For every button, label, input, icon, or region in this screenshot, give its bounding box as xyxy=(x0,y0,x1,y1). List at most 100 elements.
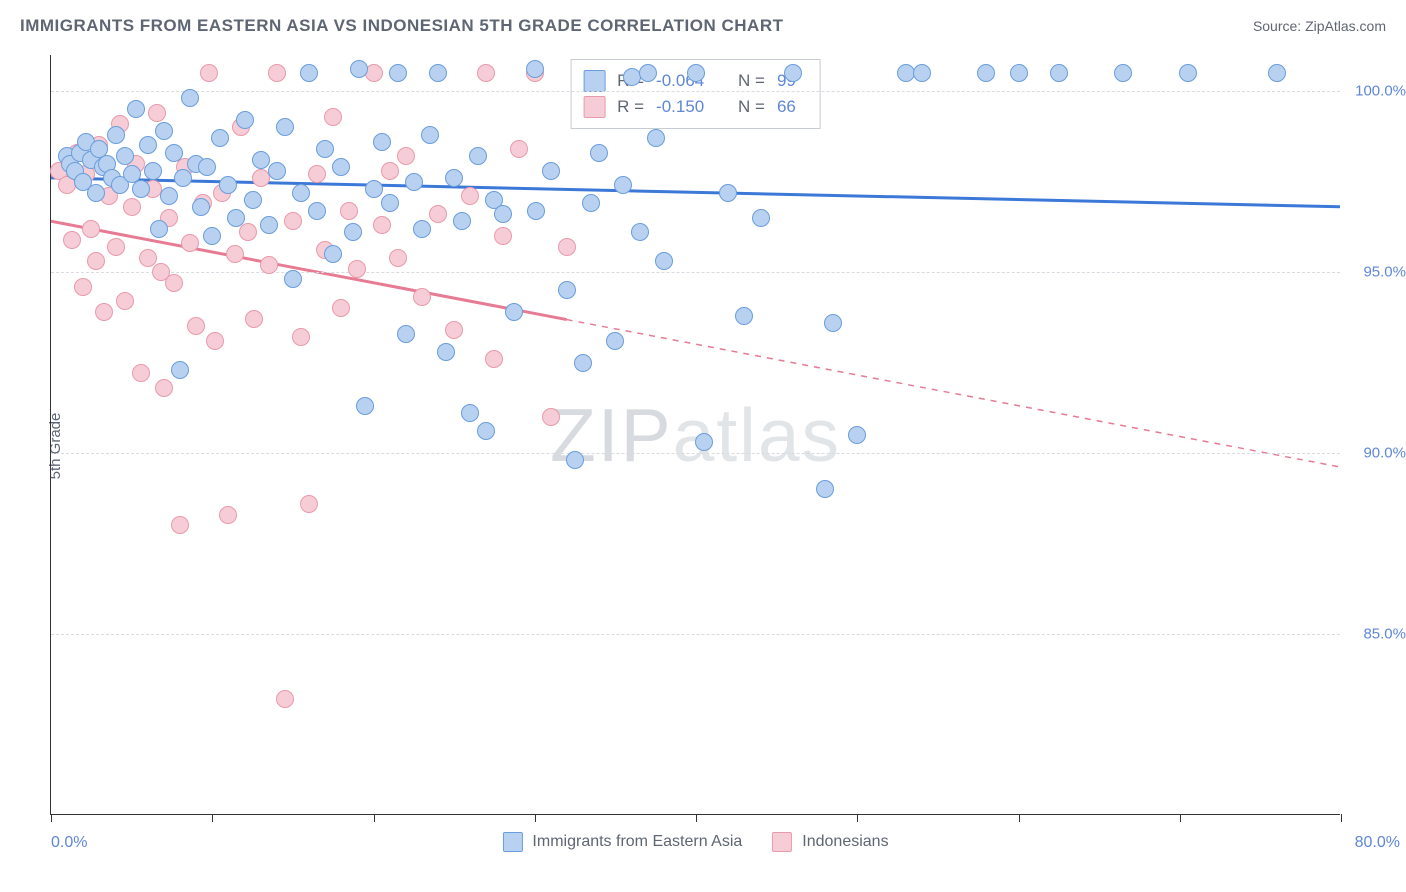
legend-item-blue: Immigrants from Eastern Asia xyxy=(502,832,742,852)
data-point xyxy=(413,220,431,238)
data-point xyxy=(639,64,657,82)
data-point xyxy=(606,332,624,350)
data-point xyxy=(300,64,318,82)
r-value-pink: -0.150 xyxy=(656,97,716,117)
data-point xyxy=(268,64,286,82)
data-point xyxy=(1268,64,1286,82)
data-point xyxy=(614,176,632,194)
legend-item-pink: Indonesians xyxy=(772,832,888,852)
data-point xyxy=(244,191,262,209)
data-point xyxy=(132,180,150,198)
gridline xyxy=(51,453,1340,454)
data-point xyxy=(445,321,463,339)
data-point xyxy=(365,180,383,198)
data-point xyxy=(239,223,257,241)
x-tick-first: 0.0% xyxy=(51,834,87,852)
data-point xyxy=(461,404,479,422)
data-point xyxy=(505,303,523,321)
data-point xyxy=(276,118,294,136)
data-point xyxy=(171,516,189,534)
data-point xyxy=(752,209,770,227)
data-point xyxy=(165,144,183,162)
r-label: R = xyxy=(617,97,644,117)
data-point xyxy=(340,202,358,220)
data-point xyxy=(631,223,649,241)
data-point xyxy=(87,184,105,202)
data-point xyxy=(526,60,544,78)
data-point xyxy=(174,169,192,187)
data-point xyxy=(332,158,350,176)
y-tick-label: 95.0% xyxy=(1363,264,1406,281)
data-point xyxy=(1010,64,1028,82)
x-tick-last: 80.0% xyxy=(1355,834,1400,852)
stats-row-pink: R = -0.150 N = 66 xyxy=(583,94,796,120)
data-point xyxy=(123,198,141,216)
data-point xyxy=(381,162,399,180)
data-point xyxy=(300,495,318,513)
data-point xyxy=(82,220,100,238)
legend-label-pink: Indonesians xyxy=(802,833,888,851)
data-point xyxy=(150,220,168,238)
data-point xyxy=(107,126,125,144)
x-tick xyxy=(1341,814,1342,822)
x-tick xyxy=(374,814,375,822)
data-point xyxy=(469,147,487,165)
source-prefix: Source: xyxy=(1253,18,1305,34)
data-point xyxy=(155,379,173,397)
data-point xyxy=(206,332,224,350)
data-point xyxy=(477,64,495,82)
data-point xyxy=(542,162,560,180)
data-point xyxy=(494,227,512,245)
data-point xyxy=(155,122,173,140)
data-point xyxy=(397,325,415,343)
data-point xyxy=(1114,64,1132,82)
data-point xyxy=(485,350,503,368)
data-point xyxy=(558,281,576,299)
data-point xyxy=(695,433,713,451)
data-point xyxy=(381,194,399,212)
n-label: N = xyxy=(738,71,765,91)
data-point xyxy=(87,252,105,270)
data-point xyxy=(816,480,834,498)
legend-swatch-blue xyxy=(502,832,522,852)
x-tick xyxy=(51,814,52,822)
data-point xyxy=(181,89,199,107)
y-tick-label: 90.0% xyxy=(1363,445,1406,462)
data-point xyxy=(574,354,592,372)
data-point xyxy=(350,60,368,78)
data-point xyxy=(429,64,447,82)
data-point xyxy=(324,245,342,263)
data-point xyxy=(127,100,145,118)
x-tick xyxy=(857,814,858,822)
data-point xyxy=(373,133,391,151)
series-legend: Immigrants from Eastern Asia Indonesians xyxy=(502,832,888,852)
data-point xyxy=(397,147,415,165)
watermark: ZIPatlas xyxy=(550,392,841,478)
data-point xyxy=(227,209,245,227)
data-point xyxy=(74,278,92,296)
data-point xyxy=(558,238,576,256)
data-point xyxy=(236,111,254,129)
y-tick-label: 100.0% xyxy=(1355,83,1406,100)
x-tick xyxy=(535,814,536,822)
data-point xyxy=(95,303,113,321)
data-point xyxy=(245,310,263,328)
data-point xyxy=(344,223,362,241)
data-point xyxy=(848,426,866,444)
data-point xyxy=(429,205,447,223)
n-label: N = xyxy=(738,97,765,117)
data-point xyxy=(413,288,431,306)
data-point xyxy=(200,64,218,82)
data-point xyxy=(590,144,608,162)
swatch-blue xyxy=(583,70,605,92)
data-point xyxy=(913,64,931,82)
data-point xyxy=(332,299,350,317)
data-point xyxy=(198,158,216,176)
data-point xyxy=(477,422,495,440)
data-point xyxy=(405,173,423,191)
data-point xyxy=(219,506,237,524)
source-label: Source: ZipAtlas.com xyxy=(1253,18,1386,34)
data-point xyxy=(527,202,545,220)
data-point xyxy=(139,249,157,267)
data-point xyxy=(373,216,391,234)
